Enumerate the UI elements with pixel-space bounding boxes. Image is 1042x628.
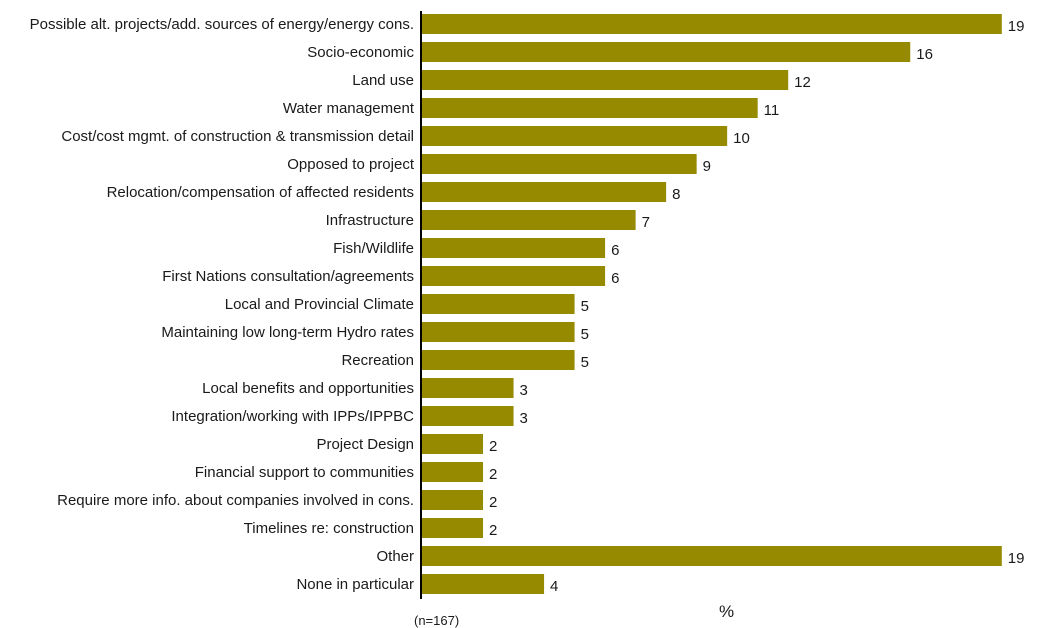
bar xyxy=(422,126,728,146)
bar xyxy=(422,294,575,314)
value-label: 2 xyxy=(489,466,497,483)
value-label: 3 xyxy=(520,410,528,427)
bar xyxy=(422,210,636,230)
category-label: Fish/Wildlife xyxy=(333,240,414,257)
bar xyxy=(422,238,606,258)
value-label: 16 xyxy=(916,46,933,63)
sample-size-note: (n=167) xyxy=(414,613,459,628)
bar xyxy=(422,266,606,286)
bars xyxy=(422,14,1002,594)
category-label: Require more info. about companies invol… xyxy=(57,492,414,509)
category-label: Maintaining low long-term Hydro rates xyxy=(161,324,414,341)
value-label: 6 xyxy=(611,242,619,259)
value-labels: 19 16 12 11 10 9 8 7 6 6 5 5 5 3 3 2 2 2 2 19 4 xyxy=(489,18,1024,595)
value-label: 2 xyxy=(489,438,497,455)
bar xyxy=(422,490,484,510)
bar xyxy=(422,98,758,118)
category-label: Relocation/compensation of affected resi… xyxy=(107,184,414,201)
value-label: 11 xyxy=(764,102,780,119)
category-label: Local and Provincial Climate xyxy=(225,296,414,313)
bar xyxy=(422,154,697,174)
category-label: Timelines re: construction xyxy=(244,520,414,537)
category-label: Recreation xyxy=(341,352,414,369)
category-label: Integration/working with IPPs/IPPBC xyxy=(171,408,414,425)
category-label: Local benefits and opportunities xyxy=(202,380,414,397)
value-label: 7 xyxy=(642,214,650,231)
category-label: Opposed to project xyxy=(287,156,415,173)
category-label: Socio-economic xyxy=(307,44,414,61)
category-label: Other xyxy=(376,548,414,565)
bar xyxy=(422,518,484,538)
bar xyxy=(422,378,514,398)
value-label: 5 xyxy=(581,326,589,343)
bar xyxy=(422,462,484,482)
value-label: 9 xyxy=(703,158,711,175)
value-label: 3 xyxy=(520,382,528,399)
bar xyxy=(422,14,1002,34)
value-label: 19 xyxy=(1008,550,1025,567)
bar xyxy=(422,322,575,342)
category-label: Water management xyxy=(283,100,415,117)
bar xyxy=(422,42,911,62)
bar xyxy=(422,350,575,370)
value-label: 5 xyxy=(581,298,589,315)
value-label: 2 xyxy=(489,494,497,511)
value-label: 2 xyxy=(489,522,497,539)
bar xyxy=(422,546,1002,566)
value-label: 4 xyxy=(550,578,558,595)
value-label: 6 xyxy=(611,270,619,287)
category-labels: Possible alt. projects/add. sources of e… xyxy=(30,16,415,593)
x-axis-unit-label: % xyxy=(719,602,734,621)
category-label: Project Design xyxy=(316,436,414,453)
bar xyxy=(422,406,514,426)
value-label: 12 xyxy=(794,74,811,91)
category-label: Cost/cost mgmt. of construction & transm… xyxy=(61,128,414,145)
value-label: 8 xyxy=(672,186,680,203)
category-label: Financial support to communities xyxy=(195,464,414,481)
value-label: 10 xyxy=(733,130,750,147)
category-label: Possible alt. projects/add. sources of e… xyxy=(30,16,414,33)
bar xyxy=(422,182,667,202)
category-label: Infrastructure xyxy=(326,212,414,229)
category-label: None in particular xyxy=(296,576,414,593)
bar xyxy=(422,70,789,90)
value-label: 19 xyxy=(1008,18,1025,35)
bar xyxy=(422,574,545,594)
category-label: First Nations consultation/agreements xyxy=(162,268,414,285)
value-label: 5 xyxy=(581,354,589,371)
bar xyxy=(422,434,484,454)
category-label: Land use xyxy=(352,72,414,89)
